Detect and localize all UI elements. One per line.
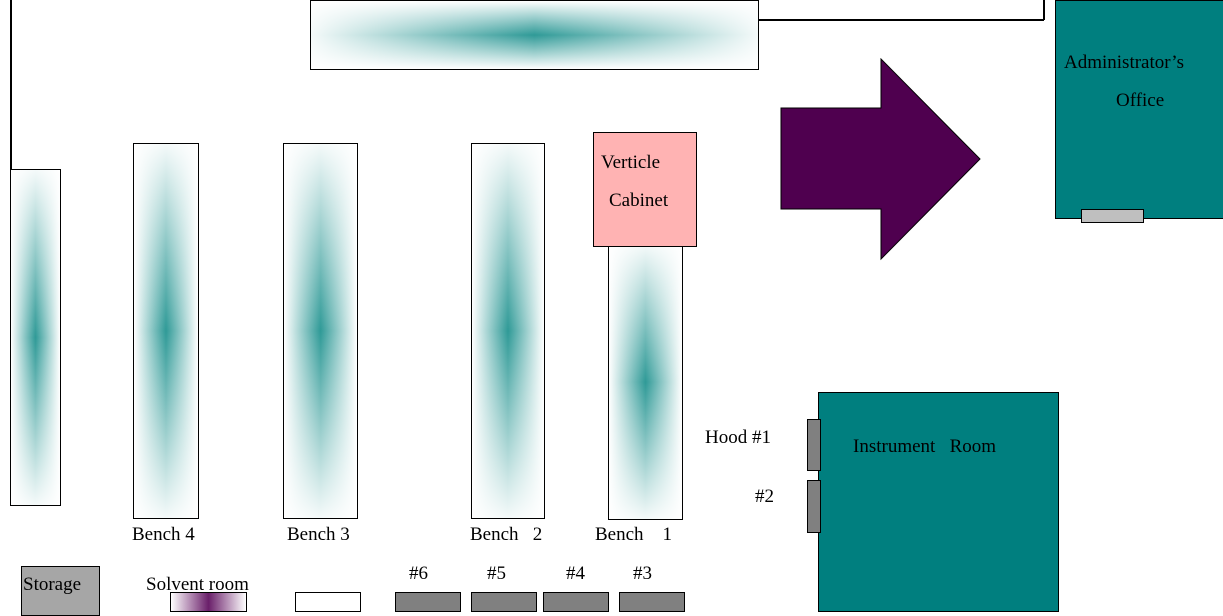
instrument-room-label: Instrument Room <box>853 436 997 457</box>
bench-2-label: Bench 2 <box>470 524 543 545</box>
hood-1 <box>807 419 821 471</box>
left-wall <box>10 0 12 170</box>
hood-6-label: #6 <box>409 563 428 584</box>
solvent-room-label: Solvent room <box>146 574 249 595</box>
bottom-empty-box <box>295 592 361 612</box>
bench-3 <box>283 143 358 519</box>
hood-2-label: #2 <box>755 486 774 507</box>
cabinet-label-line1: Verticle <box>601 152 661 173</box>
storage-label: Storage <box>23 574 82 595</box>
hood-4 <box>543 592 609 612</box>
instrument-room <box>818 392 1059 612</box>
bench-1-label: Bench 1 <box>595 524 673 545</box>
bench-4 <box>133 143 199 519</box>
bench-3-label: Bench 3 <box>287 524 350 545</box>
hood-2 <box>807 480 821 533</box>
hood-3-label: #3 <box>633 563 652 584</box>
direction-arrow <box>780 58 981 261</box>
arrow-shape <box>780 58 981 261</box>
hood-4-label: #4 <box>566 563 585 584</box>
bench-4-label: Bench 4 <box>132 524 195 545</box>
hood-3 <box>619 592 685 612</box>
administrator-office <box>1055 0 1223 219</box>
admin-office-label-line1: Administrator’s <box>1064 52 1184 73</box>
top-shelf-right-edge <box>1043 0 1045 20</box>
admin-office-door <box>1081 209 1144 223</box>
top-bench <box>310 0 759 70</box>
cabinet-label-line2: Cabinet <box>609 190 669 211</box>
vertical-cabinet <box>593 132 697 247</box>
left-edge-bench <box>10 169 61 506</box>
hood-1-label: Hood #1 <box>705 427 771 448</box>
hood-6 <box>395 592 461 612</box>
bench-2 <box>471 143 545 519</box>
hood-5-label: #5 <box>487 563 506 584</box>
hood-5 <box>471 592 537 612</box>
solvent-room <box>170 592 247 612</box>
admin-office-label-line2: Office <box>1116 90 1165 111</box>
bench-1 <box>608 244 683 520</box>
top-shelf-bottom-edge <box>757 19 1044 21</box>
